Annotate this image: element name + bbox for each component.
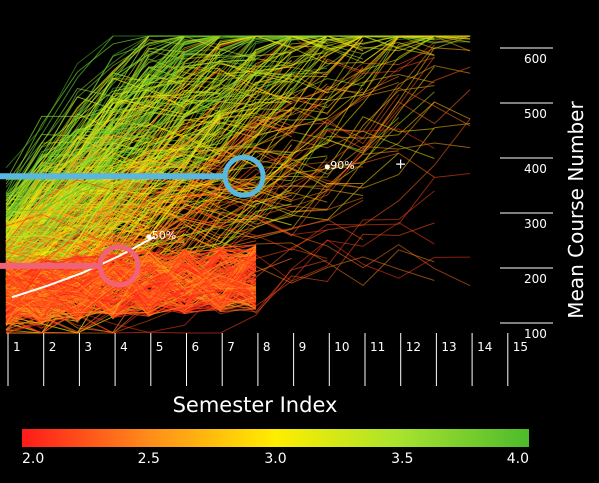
y-tick-label: 500: [524, 107, 547, 121]
trajectory-line: [5, 206, 150, 245]
trajectory-line: [5, 52, 328, 283]
trajectory-line: [5, 137, 114, 250]
trajectory-line: [5, 35, 328, 238]
trajectory-line: [5, 35, 399, 222]
trajectory-line: [5, 68, 221, 238]
percentile-label: 50%: [152, 229, 176, 242]
x-tick-label: 3: [84, 340, 92, 354]
x-tick-label: 9: [299, 340, 307, 354]
trajectory-line: [5, 87, 114, 199]
x-tick-label: 15: [513, 340, 528, 354]
trajectory-line: [5, 84, 221, 262]
trajectory-line: [5, 35, 149, 194]
callout-circle: [97, 244, 141, 288]
highlight-callouts: [0, 154, 266, 288]
percentile-markers: 50% 90% +: [146, 156, 406, 242]
percentile-dot: [324, 164, 330, 170]
x-tick-label: 5: [156, 340, 164, 354]
trajectory-line: [5, 67, 185, 202]
y-tick-label: 600: [524, 52, 547, 66]
x-tick-label: 6: [192, 340, 200, 354]
trajectory-line: [5, 260, 257, 315]
y-tick-label: 400: [524, 162, 547, 176]
y-tick-label: 100: [524, 327, 547, 341]
trajectory-line: [5, 258, 256, 318]
x-tick-label: 13: [441, 340, 456, 354]
y-tick-label: 300: [524, 217, 547, 231]
x-tick-label: 1: [13, 340, 21, 354]
x-tick-label: 10: [334, 340, 349, 354]
trajectory-line: [5, 117, 114, 243]
trajectory-line: [5, 262, 257, 300]
trajectory-line: [5, 173, 328, 266]
x-tick-label: 7: [227, 340, 235, 354]
trajectory-line: [5, 67, 328, 272]
color-scale-label: 2.5: [138, 451, 160, 467]
trajectory-line: [5, 249, 256, 310]
trajectory-line: [5, 181, 114, 242]
x-axis: 1 2 3 4 5 6 7 8 9 10 11 12 13 14 15: [7, 333, 528, 386]
color-scale-bar: 2.0 2.5 3.0 3.5 4.0: [22, 429, 529, 467]
x-axis-label: Semester Index: [173, 393, 338, 417]
trajectory-line: [5, 128, 435, 261]
trajectory-line: [5, 35, 328, 221]
color-scale-label: 3.0: [264, 451, 286, 467]
trajectory-line: [5, 246, 257, 318]
trajectory-line: [5, 101, 185, 212]
trajectory-line: [5, 54, 185, 208]
x-tick-label: 2: [49, 340, 57, 354]
color-scale-label: 3.5: [391, 451, 413, 467]
trajectory-line: [5, 249, 257, 318]
x-tick-label: 11: [370, 340, 385, 354]
trajectory-line: [5, 149, 114, 228]
trajectory-lines: [5, 35, 471, 334]
crosshair-marker: +: [395, 156, 407, 172]
trajectory-line: [5, 218, 364, 258]
trajectory-line: [5, 257, 257, 318]
x-tick-label: 8: [263, 340, 271, 354]
trajectory-line: [5, 35, 185, 221]
y-axis: 100 200 300 400 500 600: [500, 47, 553, 341]
trajectory-line: [5, 35, 185, 270]
percentile-dot: [146, 234, 152, 240]
color-gradient: [22, 429, 529, 447]
trajectory-line: [5, 166, 150, 244]
trajectory-line: [5, 260, 256, 319]
x-tick-label: 4: [120, 340, 128, 354]
callout-circle: [222, 154, 266, 198]
trajectory-line: [5, 217, 471, 287]
trajectory-line: [5, 113, 150, 214]
trajectory-line: [5, 35, 471, 276]
trajectory-line: [5, 250, 257, 320]
trajectory-line: [5, 35, 471, 285]
trajectory-line: [5, 135, 114, 239]
trajectory-line: [5, 35, 435, 214]
trajectory-line: [5, 35, 114, 197]
trajectory-line: [5, 174, 257, 273]
trajectory-line: [5, 269, 257, 317]
y-axis-label: Mean Course Number: [564, 101, 588, 319]
trajectory-line: [5, 257, 257, 297]
x-tick-label: 14: [477, 340, 492, 354]
x-tick-label: 12: [406, 340, 421, 354]
color-scale-label: 4.0: [507, 451, 529, 467]
percentile-label: 90%: [330, 159, 354, 172]
color-scale-label: 2.0: [22, 451, 44, 467]
y-tick-label: 200: [524, 272, 547, 286]
trajectory-line: [5, 248, 257, 320]
